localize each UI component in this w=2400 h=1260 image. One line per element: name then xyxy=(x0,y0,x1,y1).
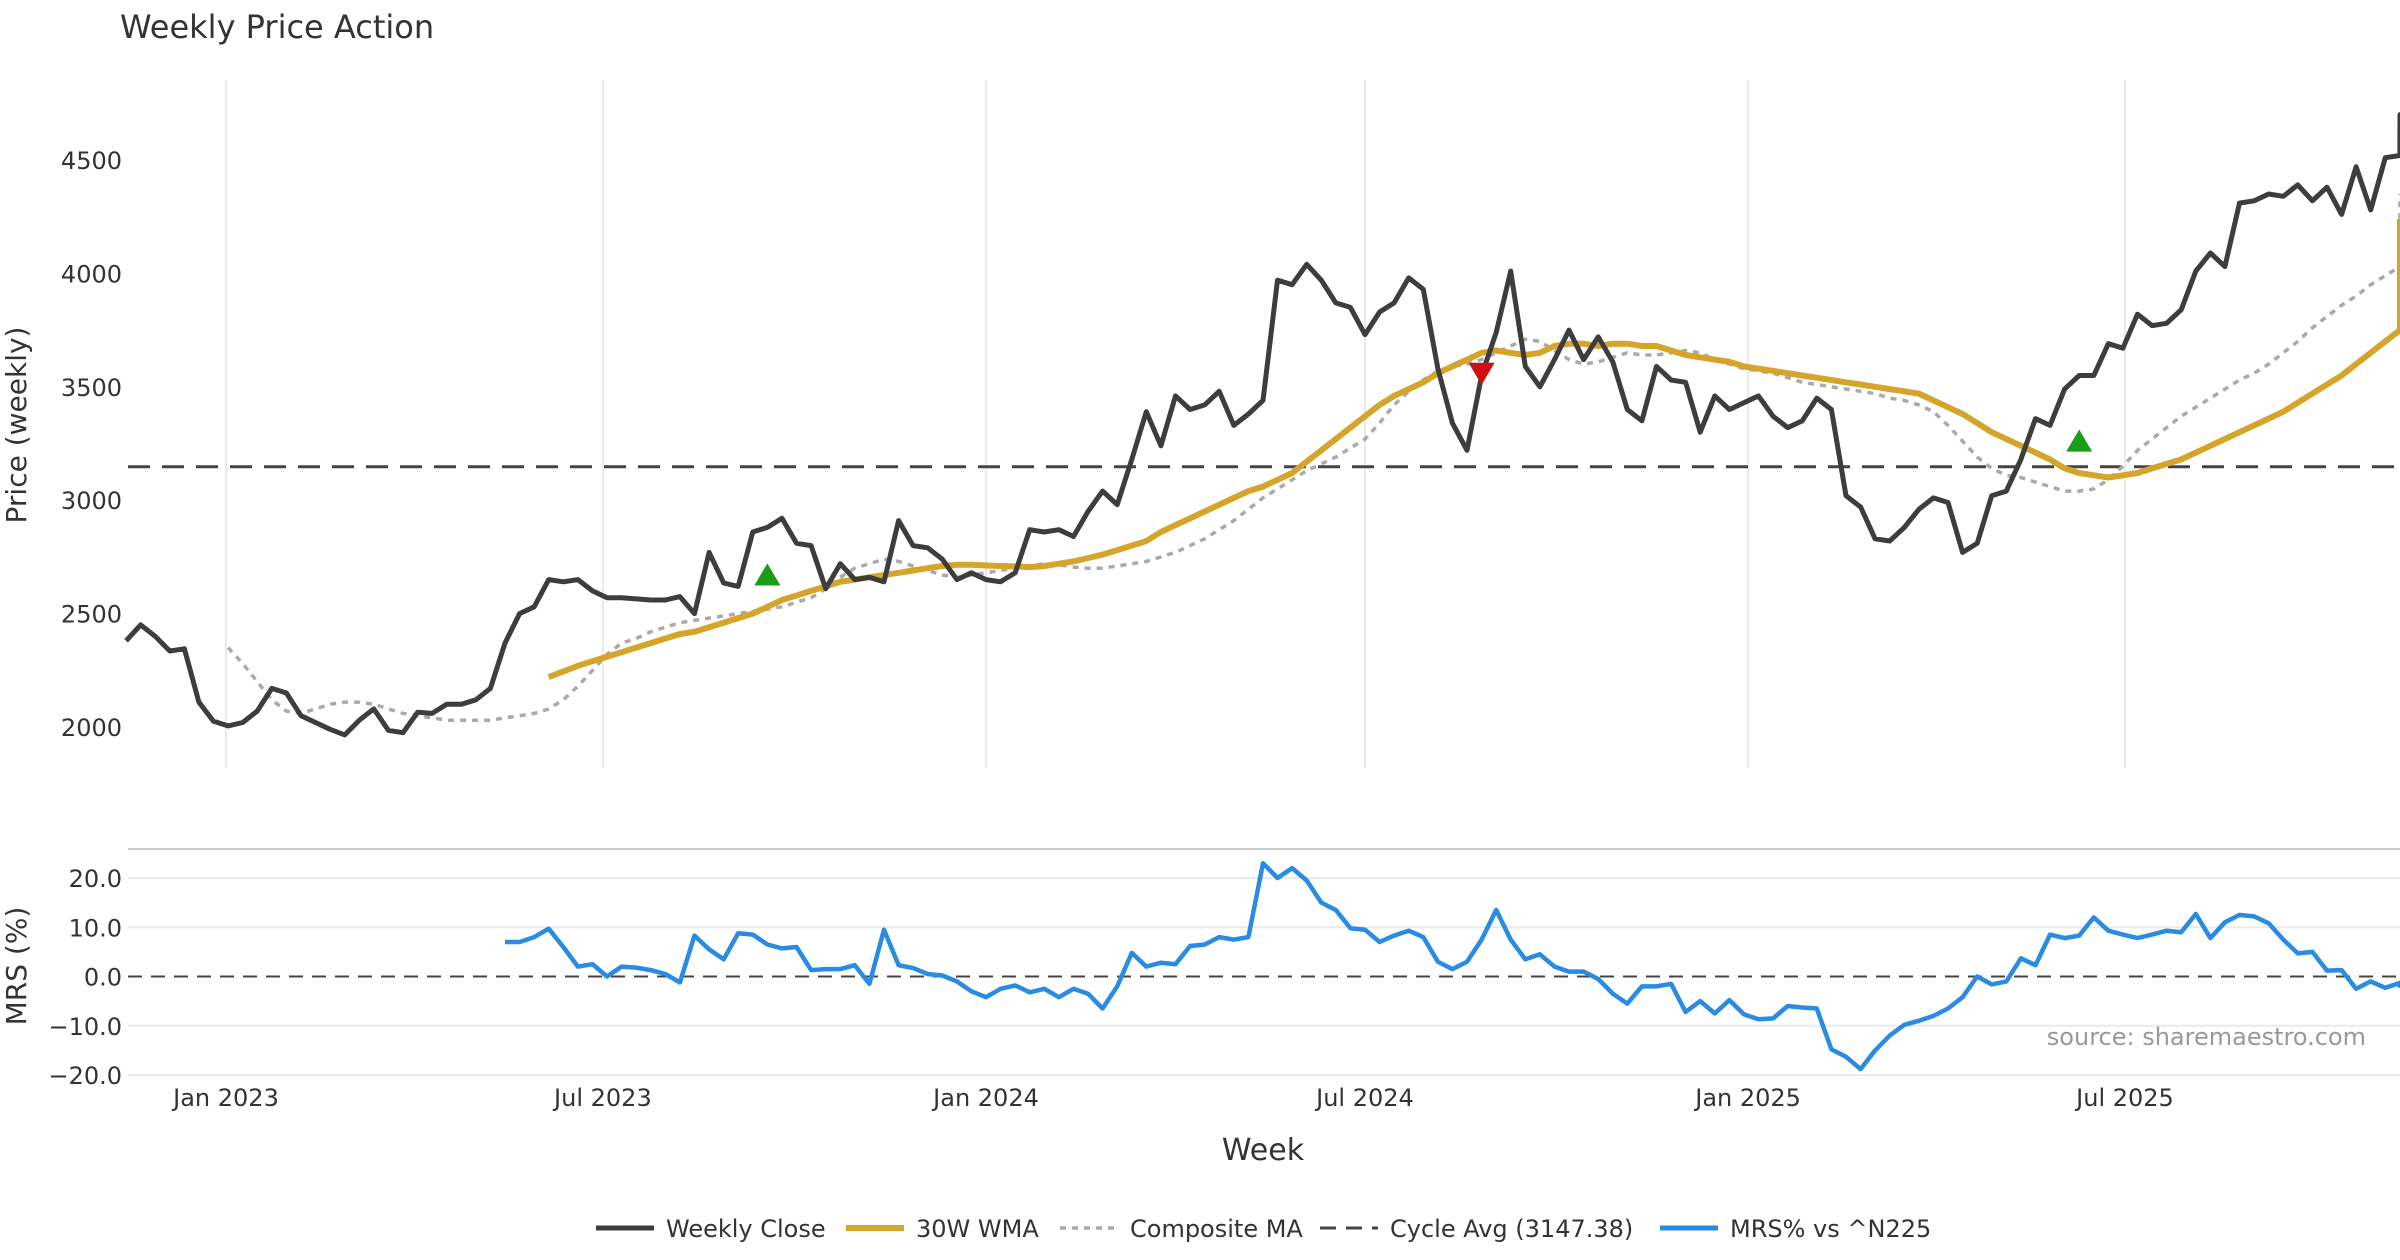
x-tick-label: Jul 2024 xyxy=(1314,1084,1414,1112)
x-tick-label: Jan 2023 xyxy=(171,1084,279,1112)
wma-30w-line xyxy=(547,219,2400,680)
price-y-ticks: 2000 2500 3000 3500 4000 4500 xyxy=(61,147,122,742)
price-y-tick-label: 3500 xyxy=(61,374,122,402)
legend-label: MRS% vs ^N225 xyxy=(1730,1215,1931,1243)
source-annotation: source: sharemaestro.com xyxy=(2047,1023,2366,1051)
buy-signal-marker xyxy=(2066,429,2093,452)
price-y-axis-label: Price (weekly) xyxy=(0,327,33,524)
mrs-gridlines xyxy=(128,877,2400,1076)
x-ticks: Jan 2023 Jul 2023 Jan 2024 Jul 2024 Jan 2025… xyxy=(171,1084,2174,1112)
x-tick-label: Jan 2024 xyxy=(931,1084,1039,1112)
price-y-tick-label: 2000 xyxy=(61,714,122,742)
legend-label: 30W WMA xyxy=(916,1215,1039,1243)
price-gridlines xyxy=(225,80,2126,768)
mrs-y-ticks: 20.0 10.0 0.0 −10.0 −20.0 xyxy=(48,865,122,1090)
price-y-tick-label: 4000 xyxy=(61,260,122,288)
price-series xyxy=(124,112,2400,738)
sell-signal-marker xyxy=(1468,362,1495,385)
price-panel: 2000 2500 3000 3500 4000 4500 Price (weekly) xyxy=(0,80,2400,768)
legend: Weekly Close 30W WMA Composite MA Cycle Avg… xyxy=(596,1215,1931,1243)
mrs-line xyxy=(505,860,2400,1072)
mrs-series xyxy=(505,860,2400,1072)
mrs-y-tick-label: −10.0 xyxy=(48,1013,122,1041)
signal-markers xyxy=(754,362,2093,586)
weekly-close-line xyxy=(124,112,2400,738)
legend-label: Composite MA xyxy=(1130,1215,1303,1243)
mrs-y-tick-label: 20.0 xyxy=(69,865,122,893)
mrs-y-tick-label: −20.0 xyxy=(48,1062,122,1090)
x-tick-label: Jul 2025 xyxy=(2074,1084,2174,1112)
price-y-tick-label: 2500 xyxy=(61,601,122,629)
mrs-y-tick-label: 0.0 xyxy=(84,964,122,992)
x-tick-label: Jul 2023 xyxy=(552,1084,652,1112)
buy-signal-marker xyxy=(754,563,781,586)
price-y-tick-label: 3000 xyxy=(61,487,122,515)
price-y-tick-label: 4500 xyxy=(61,147,122,175)
chart-title: Weekly Price Action xyxy=(120,8,434,46)
x-tick-label: Jan 2025 xyxy=(1693,1084,1801,1112)
mrs-y-tick-label: 10.0 xyxy=(69,914,122,942)
mrs-y-axis-label: MRS (%) xyxy=(0,907,33,1026)
legend-label: Cycle Avg (3147.38) xyxy=(1390,1215,1633,1243)
legend-label: Weekly Close xyxy=(666,1215,826,1243)
mrs-panel: 20.0 10.0 0.0 −10.0 −20.0 MRS (%) source: sh… xyxy=(0,848,2400,1090)
x-axis-label: Week xyxy=(1222,1133,1305,1168)
